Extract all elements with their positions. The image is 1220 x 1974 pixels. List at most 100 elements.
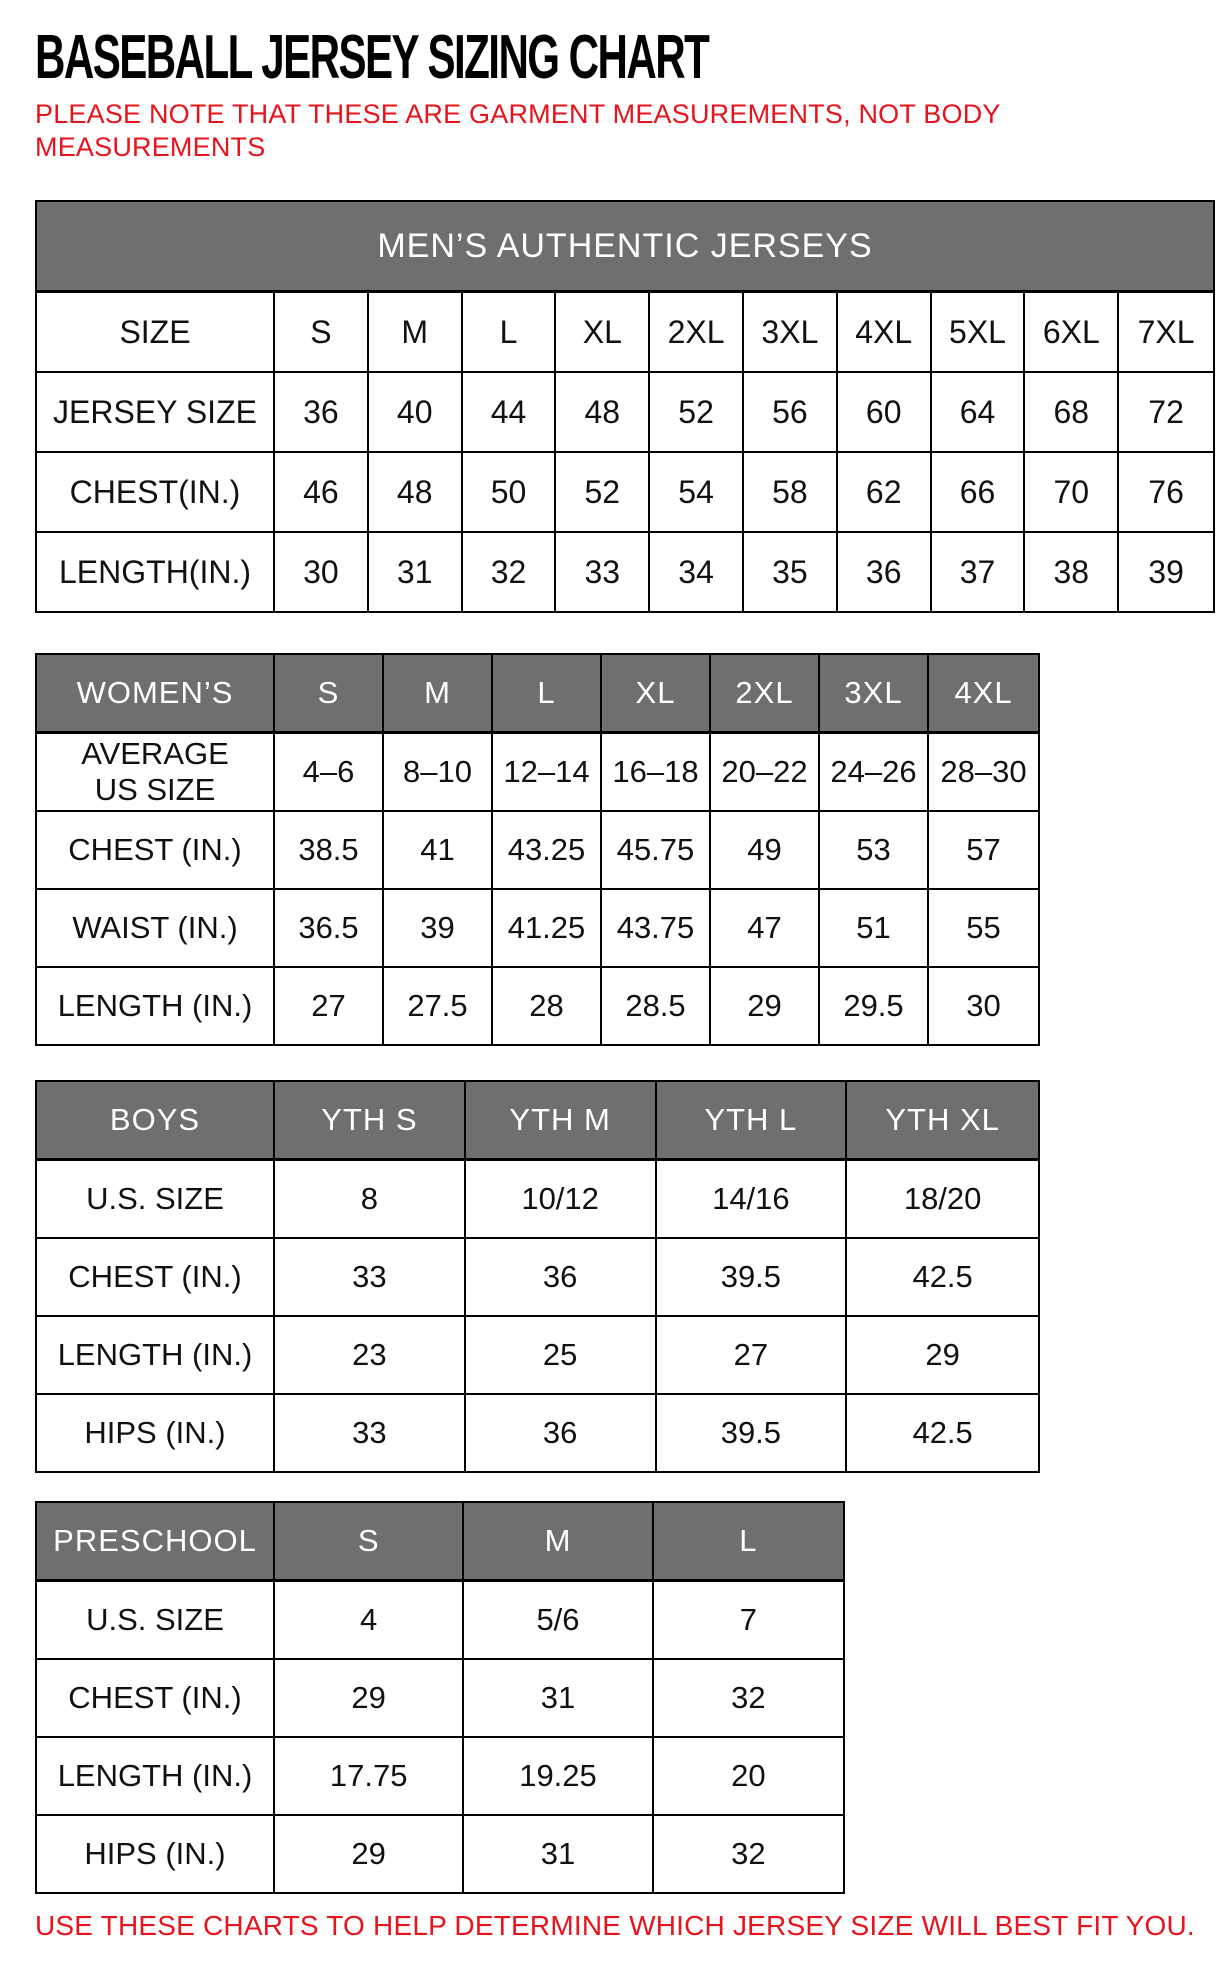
- garment-measurements-note: PLEASE NOTE THAT THESE ARE GARMENT MEASU…: [35, 98, 1220, 164]
- measurement-value: 33: [275, 1239, 466, 1315]
- measurement-value: 8–10: [384, 734, 493, 810]
- boys-chest-row: CHEST (IN.) 33 36 39.5 42.5: [37, 1239, 1038, 1317]
- size-column-header: 2XL: [650, 293, 744, 371]
- measurement-value: 28–30: [940, 754, 1027, 790]
- measurement-value: 76: [1148, 473, 1184, 510]
- size-column-header: 7XL: [1137, 313, 1195, 350]
- measurement-value: 62: [838, 453, 932, 531]
- size-column-header: 5XL: [932, 293, 1026, 371]
- measurement-value: 58: [744, 453, 838, 531]
- measurement-value: 36: [838, 533, 932, 611]
- measurement-value: 53: [820, 812, 929, 888]
- measurement-value: 48: [369, 453, 463, 531]
- size-column-header: M: [464, 1503, 654, 1579]
- measurement-value: 36: [275, 373, 369, 451]
- measurement-value: 20–22: [711, 734, 820, 810]
- measurement-value: 27.5: [384, 968, 493, 1044]
- measurement-value: 27: [657, 1317, 848, 1393]
- measurement-value: 36: [466, 1239, 657, 1315]
- measurement-value: 33: [556, 533, 651, 611]
- mens-table: MEN’S AUTHENTIC JERSEYS SIZE S M L XL 2XL 3XL…: [35, 200, 1215, 613]
- row-label-average-us-size: AVERAGE US SIZE: [37, 734, 275, 810]
- row-label-length: LENGTH(IN.): [37, 533, 275, 611]
- measurement-value: 49: [711, 812, 820, 888]
- size-column-header: 6XL: [1025, 293, 1120, 371]
- boys-length-row: LENGTH (IN.) 23 25 27 29: [37, 1317, 1038, 1395]
- womens-chest-row: CHEST (IN.) 38.5 41 43.25 45.75 49 53 57: [37, 812, 1038, 890]
- measurement-value: 7: [739, 1602, 757, 1638]
- sizing-chart-page: BASEBALL JERSEY SIZING CHART PLEASE NOTE…: [35, 26, 1220, 1942]
- size-column-header: YTH M: [465, 1082, 657, 1158]
- womens-header-row: WOMEN’S S M L XL 2XL 3XL 4XL: [37, 655, 1038, 734]
- size-column-header: S: [275, 293, 369, 371]
- measurement-value: 18/20: [903, 1181, 982, 1217]
- measurement-value: 45.75: [602, 812, 711, 888]
- note-line-2: MEASUREMENTS: [35, 132, 266, 162]
- preschool-us-size-row: U.S. SIZE 4 5/6 7: [37, 1582, 843, 1660]
- measurement-value: 36: [466, 1395, 657, 1471]
- size-column-header: 3XL: [820, 655, 929, 731]
- measurement-value: 72: [1148, 393, 1184, 430]
- size-column-header: 3XL: [744, 293, 838, 371]
- row-label-waist: WAIST (IN.): [37, 890, 275, 966]
- measurement-value: 30: [966, 988, 1001, 1024]
- row-label-us-size: U.S. SIZE: [37, 1582, 275, 1658]
- measurement-value: 4: [275, 1582, 465, 1658]
- measurement-value: 41.25: [493, 890, 602, 966]
- measurement-value: 5/6: [464, 1582, 654, 1658]
- row-label-length: LENGTH (IN.): [37, 968, 275, 1044]
- measurement-value: 31: [464, 1660, 654, 1736]
- measurement-value: 41: [384, 812, 493, 888]
- measurement-value: 39: [1148, 553, 1184, 590]
- boys-table-title: BOYS: [37, 1082, 275, 1158]
- measurement-value: 42.5: [912, 1259, 973, 1295]
- measurement-value: 68: [1025, 373, 1120, 451]
- mens-length-row: LENGTH(IN.) 30 31 32 33 34 35 36 37 38 39: [37, 533, 1213, 611]
- page-title: BASEBALL JERSEY SIZING CHART: [35, 22, 710, 92]
- measurement-value: 29: [925, 1337, 960, 1373]
- measurement-value: 32: [731, 1680, 766, 1716]
- womens-table-title: WOMEN’S: [37, 655, 275, 731]
- womens-table: WOMEN’S S M L XL 2XL 3XL 4XL AVERAGE US SIZE 4…: [35, 653, 1040, 1046]
- measurement-value: 16–18: [602, 734, 711, 810]
- measurement-value: 42.5: [912, 1415, 973, 1451]
- measurement-value: 52: [650, 373, 744, 451]
- measurement-value: 8: [275, 1161, 466, 1237]
- row-label-chest: CHEST (IN.): [37, 1239, 275, 1315]
- size-column-header: XL: [556, 293, 651, 371]
- size-column-header: S: [275, 655, 384, 731]
- row-label-chest: CHEST(IN.): [37, 453, 275, 531]
- measurement-value: 46: [275, 453, 369, 531]
- measurement-value: 23: [275, 1317, 466, 1393]
- measurement-value: 54: [650, 453, 744, 531]
- measurement-value: 47: [711, 890, 820, 966]
- measurement-value: 4–6: [275, 734, 384, 810]
- measurement-value: 36.5: [275, 890, 384, 966]
- measurement-value: 19.25: [464, 1738, 654, 1814]
- size-column-header: M: [384, 655, 493, 731]
- measurement-value: 39.5: [657, 1239, 848, 1315]
- size-column-header: YTH S: [275, 1082, 466, 1158]
- measurement-value: 12–14: [493, 734, 602, 810]
- row-label-us-size: U.S. SIZE: [37, 1161, 275, 1237]
- measurement-value: 34: [650, 533, 744, 611]
- measurement-value: 70: [1025, 453, 1120, 531]
- measurement-value: 32: [463, 533, 557, 611]
- preschool-table-title: PRESCHOOL: [37, 1503, 275, 1579]
- size-column-header: YTH L: [656, 1082, 848, 1158]
- measurement-value: 20: [731, 1758, 766, 1794]
- row-label-hips: HIPS (IN.): [37, 1395, 275, 1471]
- row-label-hips: HIPS (IN.): [37, 1816, 275, 1892]
- measurement-value: 40: [369, 373, 463, 451]
- row-label-size: SIZE: [37, 293, 275, 371]
- measurement-value: 17.75: [275, 1738, 465, 1814]
- mens-jersey-size-row: JERSEY SIZE 36 40 44 48 52 56 60 64 68 72: [37, 373, 1213, 453]
- womens-us-size-row: AVERAGE US SIZE 4–6 8–10 12–14 16–18 20–22 24…: [37, 734, 1038, 812]
- measurement-value: 30: [275, 533, 369, 611]
- measurement-value: 64: [932, 373, 1026, 451]
- row-label-length: LENGTH (IN.): [37, 1738, 275, 1814]
- measurement-value: 33: [275, 1395, 466, 1471]
- measurement-value: 48: [556, 373, 651, 451]
- measurement-value: 52: [556, 453, 651, 531]
